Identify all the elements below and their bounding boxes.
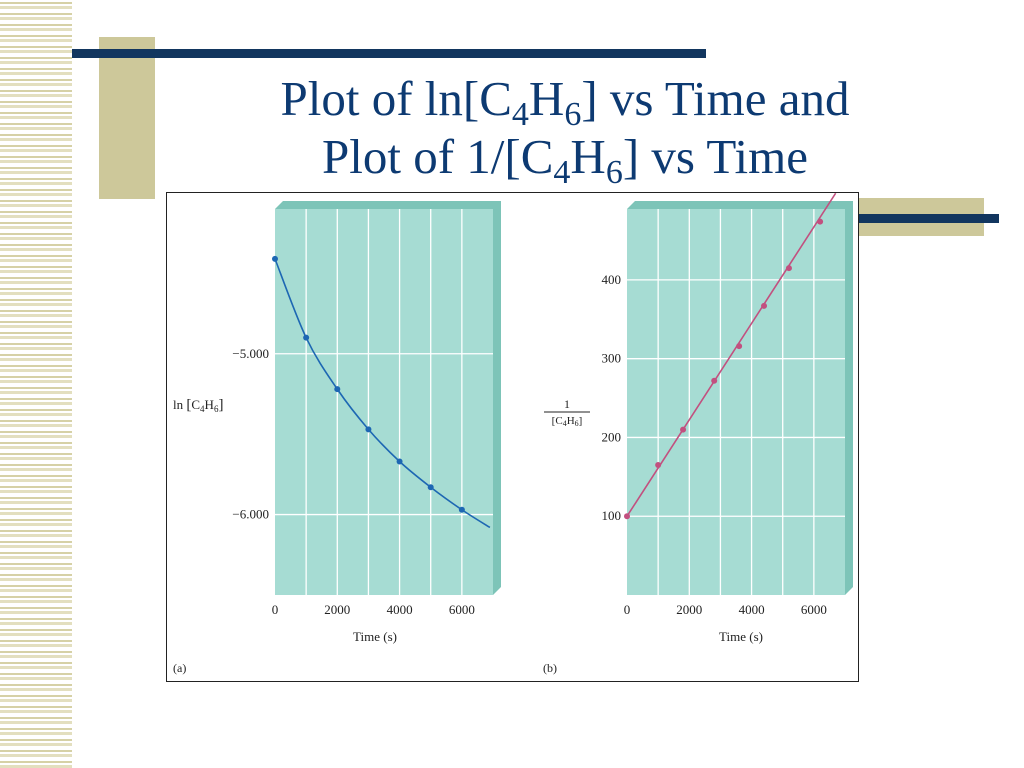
series-b-line: [626, 192, 837, 517]
data-point: [736, 343, 743, 350]
panel-a-y-label: ln [C4H6]: [173, 397, 223, 414]
panel-a-x-label: Time (s): [353, 629, 397, 644]
panel-a-x-ticks: 0 2000 4000 6000: [272, 602, 475, 617]
y-tick-label: 100: [602, 508, 622, 523]
y-tick-label: 200: [602, 429, 622, 444]
data-point: [761, 302, 768, 309]
data-point: [817, 218, 824, 225]
panel-b-label: (b): [543, 661, 557, 675]
x-tick-label: 6000: [801, 602, 827, 617]
slide-title-line-1: Plot of ln[C4H6] vs Time and: [280, 71, 850, 133]
panel-a-label: (a): [173, 661, 186, 675]
x-tick-label: 2000: [676, 602, 702, 617]
decorative-navy-rule-top: [72, 49, 706, 58]
data-point: [272, 255, 278, 262]
panel-b-marks: [624, 192, 837, 520]
x-tick-label: 0: [272, 602, 279, 617]
decorative-navy-rule-right: [856, 214, 999, 223]
slide-title-line-2: Plot of 1/[C4H6] vs Time: [322, 129, 808, 191]
panel-b-y-ticks: 100 200 300 400: [602, 272, 622, 523]
decorative-stripe-band: [0, 0, 72, 768]
data-point: [365, 426, 372, 433]
data-point: [680, 426, 687, 433]
decorative-khaki-block-left: [99, 37, 155, 199]
data-point: [458, 506, 465, 513]
x-tick-label: 0: [624, 602, 631, 617]
panel-b-y-label-numerator: 1: [564, 397, 570, 411]
data-point: [396, 458, 403, 465]
panel-b-plot-area: [627, 209, 845, 595]
data-point: [785, 265, 792, 272]
y-tick-label: −6.000: [232, 507, 269, 522]
panel-a: 0 2000 4000 6000 −5.000 −6.000 Time (s) ln […: [173, 201, 501, 675]
panel-a-plot-area: [275, 209, 493, 595]
data-point: [334, 386, 341, 393]
slide-title: Plot of ln[C4H6] vs Time and Plot of 1/[…: [150, 70, 980, 191]
data-point: [624, 513, 630, 520]
data-point: [711, 377, 718, 384]
panel-a-y-ticks: −5.000 −6.000: [232, 346, 269, 522]
x-tick-label: 2000: [324, 602, 350, 617]
panel-b-x-label: Time (s): [719, 629, 763, 644]
data-point: [427, 484, 434, 491]
y-tick-label: 300: [602, 351, 622, 366]
x-tick-label: 4000: [387, 602, 413, 617]
y-tick-label: 400: [602, 272, 622, 287]
panel-b-grid: [627, 209, 845, 595]
y-tick-label: −5.000: [232, 346, 269, 361]
x-tick-label: 6000: [449, 602, 475, 617]
panel-a-grid: [275, 209, 493, 595]
panel-b-y-label-denominator: [C4H6]: [552, 415, 583, 428]
figure-svg: 0 2000 4000 6000 −5.000−6.000 Time (s) ln […: [173, 192, 853, 675]
data-point: [303, 334, 310, 341]
panel-b-y-label: 1 [C4H6]: [544, 397, 590, 428]
panel-b-x-ticks: 0 2000 4000 6000: [624, 602, 827, 617]
x-tick-label: 4000: [739, 602, 765, 617]
panel-b: 0 2000 4000 6000 100 200 300 400 Time (s) 1 [C…: [543, 192, 853, 675]
figure-frame: 0 2000 4000 6000 −5.000 −6.000 Time (s) ln […: [166, 192, 859, 682]
data-point: [655, 462, 662, 469]
panel-a-marks: [272, 255, 491, 529]
